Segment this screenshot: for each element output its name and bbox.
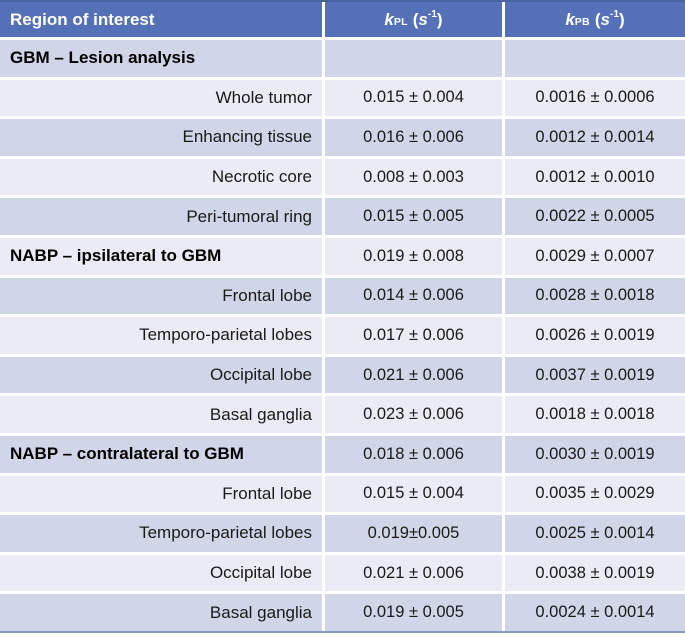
table-row: Occipital lobe 0.021 ± 0.006 0.0038 ± 0.00… — [0, 551, 685, 592]
region-cell: Occipital lobe — [209, 563, 312, 583]
kpb-value-cell: 0.0029 ± 0.0007 — [502, 237, 685, 275]
table-row: Necrotic core 0.008 ± 0.003 0.0012 ± 0.001… — [0, 155, 685, 196]
table-row: NABP – ipsilateral to GBM 0.019 ± 0.008 0.… — [0, 234, 685, 275]
kpb-value-cell: 0.0012 ± 0.0010 — [502, 158, 685, 196]
kpl-value-cell: 0.015 ± 0.004 — [322, 79, 502, 117]
kpb-value-cell: 0.0030 ± 0.0019 — [502, 435, 685, 473]
region-cell: Enhancing tissue — [182, 127, 312, 147]
kpl-value-cell: 0.015 ± 0.005 — [322, 198, 502, 235]
unit-close-paren: ) — [436, 9, 443, 29]
kpb-value-cell: 0.0012 ± 0.0014 — [502, 119, 685, 156]
kpl-value-cell: 0.021 ± 0.006 — [322, 356, 502, 394]
kpl-subscript: PL — [393, 16, 408, 29]
table-row: Frontal lobe 0.014 ± 0.006 0.0028 ± 0.0018 — [0, 274, 685, 315]
column-header-region: Region of interest — [10, 9, 155, 29]
kpb-value-cell — [502, 40, 685, 77]
kpb-value-cell: 0.0025 ± 0.0014 — [502, 515, 685, 552]
table-row: GBM – Lesion analysis — [0, 37, 685, 77]
table-row: Basal ganglia 0.023 ± 0.006 0.0018 ± 0.001… — [0, 393, 685, 433]
kpb-value-cell: 0.0035 ± 0.0029 — [502, 475, 685, 513]
kpb-symbol: k — [565, 9, 575, 29]
column-header-kpb: k PB (s -1 ) — [502, 2, 685, 37]
kpb-value-cell: 0.0024 ± 0.0014 — [502, 594, 685, 631]
unit-open-paren: ( — [594, 9, 601, 29]
table-row: Occipital lobe 0.021 ± 0.006 0.0037 ± 0.00… — [0, 353, 685, 394]
unit-close-paren: ) — [619, 9, 625, 29]
region-cell: Whole tumor — [215, 87, 312, 107]
table-body: GBM – Lesion analysis Whole tumor 0.015 ± … — [0, 37, 685, 631]
table-row: Temporo-parietal lobes 0.019±0.005 0.0025 … — [0, 512, 685, 552]
table-row: Frontal lobe 0.015 ± 0.004 0.0035 ± 0.0029 — [0, 472, 685, 513]
unit-seconds: s — [600, 9, 610, 29]
kpb-value-cell: 0.0028 ± 0.0018 — [502, 277, 685, 315]
kpl-value-cell: 0.016 ± 0.006 — [322, 119, 502, 156]
region-cell: Basal ganglia — [209, 602, 312, 622]
region-cell: Necrotic core — [211, 167, 312, 187]
table-row: Whole tumor 0.015 ± 0.004 0.0016 ± 0.0006 — [0, 76, 685, 117]
region-cell: NABP – contralateral to GBM — [10, 444, 244, 464]
unit-seconds: s — [418, 9, 428, 29]
unit-exponent: -1 — [427, 9, 437, 21]
region-cell: Occipital lobe — [209, 365, 312, 385]
kpl-value-cell: 0.008 ± 0.003 — [322, 158, 502, 196]
kpb-value-cell: 0.0037 ± 0.0019 — [502, 356, 685, 394]
kpl-value-cell: 0.014 ± 0.006 — [322, 277, 502, 315]
kpl-value-cell: 0.019±0.005 — [322, 515, 502, 552]
kpb-value-cell: 0.0022 ± 0.0005 — [502, 198, 685, 235]
table-row: Enhancing tissue 0.016 ± 0.006 0.0012 ± 0.… — [0, 116, 685, 156]
kpl-value-cell: 0.023 ± 0.006 — [322, 396, 502, 433]
kpb-value-cell: 0.0038 ± 0.0019 — [502, 554, 685, 592]
unit-open-paren: ( — [412, 9, 419, 29]
region-cell: GBM – Lesion analysis — [10, 48, 196, 68]
kpl-value-cell: 0.017 ± 0.006 — [322, 317, 502, 354]
table-row: Peri-tumoral ring 0.015 ± 0.005 0.0022 ± 0… — [0, 195, 685, 235]
kpb-subscript: PB — [574, 16, 590, 29]
kpb-value-cell: 0.0016 ± 0.0006 — [502, 79, 685, 117]
kpl-value-cell: 0.019 ± 0.008 — [322, 237, 502, 275]
kpb-value-cell: 0.0026 ± 0.0019 — [502, 317, 685, 354]
region-cell: Frontal lobe — [222, 483, 312, 503]
kpl-value-cell: 0.018 ± 0.006 — [322, 435, 502, 473]
table-header: Region of interest k PL(s -1 ) k PB(s -1 ) — [0, 2, 685, 37]
kpl-symbol: k — [384, 9, 394, 29]
kpb-value-cell: 0.0018 ± 0.0018 — [502, 396, 685, 433]
column-header-kpl: k PL (s -1 ) — [322, 2, 502, 37]
kpl-value-cell: 0.021 ± 0.006 — [322, 554, 502, 592]
region-cell: Basal ganglia — [209, 404, 312, 424]
kpl-value-cell — [322, 40, 502, 77]
region-cell: Temporo-parietal lobes — [139, 523, 312, 543]
table-row: NABP – contralateral to GBM 0.018 ± 0.006… — [0, 432, 685, 473]
table-row: Basal ganglia 0.019 ± 0.005 0.0024 ± 0.001… — [0, 591, 685, 631]
kpl-value-cell: 0.019 ± 0.005 — [322, 594, 502, 631]
region-cell: Peri-tumoral ring — [186, 206, 312, 226]
region-cell: NABP – ipsilateral to GBM — [10, 246, 222, 266]
unit-exponent: -1 — [609, 9, 620, 21]
table-row: Temporo-parietal lobes 0.017 ± 0.006 0.002… — [0, 314, 685, 354]
kpl-value-cell: 0.015 ± 0.004 — [322, 475, 502, 513]
region-cell: Temporo-parietal lobes — [139, 325, 312, 345]
region-cell: Frontal lobe — [222, 285, 312, 305]
